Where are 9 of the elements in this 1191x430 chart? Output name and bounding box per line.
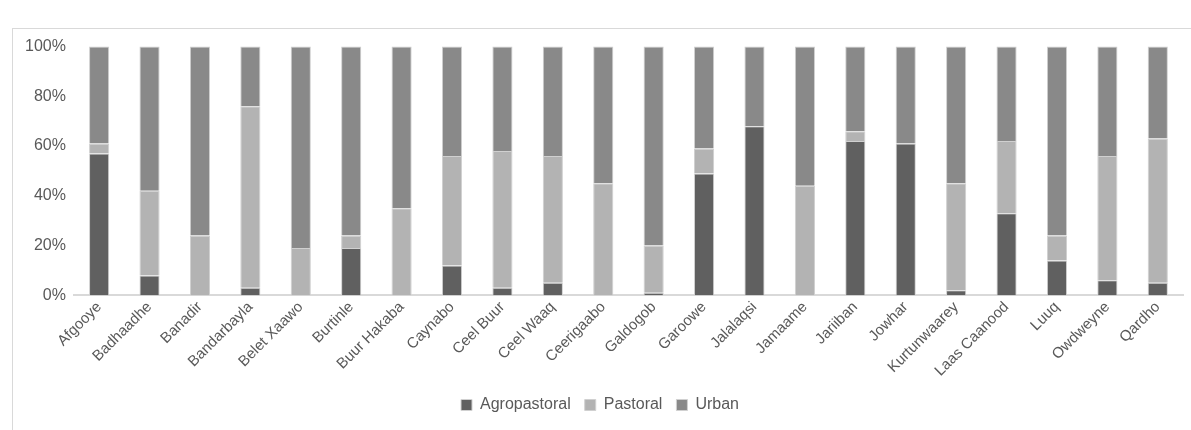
y-tick-label: 80%	[33, 86, 66, 104]
y-tick-label: 60%	[33, 136, 66, 154]
legend-label: Pastoral	[603, 395, 663, 413]
y-tick-label: 40%	[33, 186, 66, 204]
y-tick-label: 20%	[33, 235, 66, 253]
y-tick-label: 100%	[25, 37, 66, 55]
legend-label: Urban	[695, 395, 739, 413]
legend-label: Agropastoral	[480, 395, 571, 413]
y-tick-label: 0%	[42, 285, 66, 303]
